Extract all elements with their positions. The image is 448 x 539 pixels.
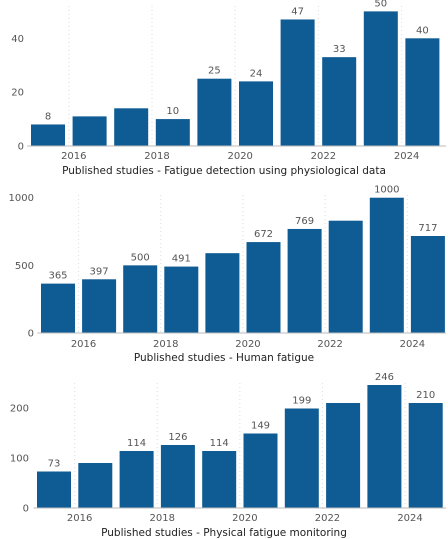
data-label: 672 (254, 229, 273, 240)
x-tick-label: 2016 (61, 151, 86, 162)
bar (405, 38, 440, 146)
data-label: 73 (48, 459, 61, 470)
bar (82, 279, 117, 333)
data-label: 50 (374, 0, 387, 9)
data-label: 24 (250, 68, 263, 79)
data-label: 47 (291, 6, 304, 17)
bar (119, 451, 154, 508)
y-tick-label: 40 (11, 34, 24, 45)
y-tick-label: 0 (23, 504, 29, 515)
bar (326, 403, 361, 508)
x-tick-label: 2020 (227, 151, 252, 162)
bar (287, 228, 322, 333)
bar (408, 403, 443, 508)
x-tick-label: 2024 (394, 151, 419, 162)
data-label: 149 (251, 421, 270, 432)
chart-2: 0 500 1000 365 397 500 491 672 769 1000 717 2016 201… (9, 185, 446, 364)
data-label: 717 (418, 223, 437, 234)
bar (31, 124, 65, 146)
data-label: 114 (210, 438, 229, 449)
bar (37, 471, 71, 508)
data-label: 500 (131, 252, 150, 263)
bar (410, 235, 445, 333)
bar (205, 253, 240, 333)
bar (328, 220, 363, 333)
chart-title: Published studies - Fatigue detection us… (62, 165, 386, 177)
bar (280, 19, 315, 146)
data-label: 25 (208, 66, 221, 77)
x-tick-label: 2024 (397, 513, 422, 524)
y-tick-label: 0 (18, 142, 24, 153)
chart-1: 0 20 40 8 10 25 24 47 33 50 40 2016 2018 2020 2022 2024… (11, 0, 446, 177)
bar (202, 451, 237, 508)
chart-3: 0 100 200 73 114 126 114 149 199 246 210 2016 2018 20… (10, 372, 446, 539)
x-tick-label: 2022 (315, 513, 340, 524)
bar (243, 433, 278, 508)
data-label: 10 (166, 106, 179, 117)
data-label: 246 (375, 372, 394, 383)
bar (246, 242, 281, 333)
bar (164, 266, 199, 333)
data-label: 8 (45, 111, 51, 122)
y-tick-label: 200 (10, 404, 29, 415)
data-label: 769 (295, 216, 314, 227)
x-tick-label: 2016 (71, 339, 96, 350)
bar (367, 385, 402, 508)
bar (239, 81, 273, 146)
chart-title: Published studies - Human fatigue (134, 352, 314, 364)
y-tick-label: 100 (10, 454, 29, 465)
x-tick-label: 2024 (400, 339, 425, 350)
chart-title: Published studies - Physical fatigue mon… (101, 527, 347, 539)
bar (197, 78, 232, 146)
x-tick-label: 2020 (232, 513, 257, 524)
data-label: 40 (416, 25, 429, 36)
bar (123, 265, 158, 333)
bar (363, 11, 398, 147)
x-tick-label: 2022 (311, 151, 336, 162)
x-tick-label: 2018 (150, 513, 175, 524)
bar (114, 108, 149, 146)
x-tick-label: 2016 (67, 513, 92, 524)
y-tick-label: 20 (11, 88, 24, 99)
data-label: 397 (90, 266, 109, 277)
bar (155, 119, 190, 146)
data-label: 491 (172, 254, 191, 265)
data-label: 365 (48, 271, 67, 282)
bar (284, 408, 319, 508)
y-tick-label: 0 (28, 329, 34, 340)
y-tick-label: 500 (15, 261, 34, 272)
y-tick-label: 1000 (9, 193, 34, 204)
data-label: 210 (416, 390, 435, 401)
x-tick-label: 2022 (317, 339, 342, 350)
data-label: 114 (127, 438, 146, 449)
x-tick-label: 2018 (153, 339, 178, 350)
bar (41, 283, 75, 333)
data-label: 33 (333, 44, 346, 55)
data-label: 1000 (374, 185, 399, 196)
bar (78, 463, 113, 508)
x-tick-label: 2020 (235, 339, 260, 350)
bar (160, 445, 195, 508)
data-label: 126 (168, 432, 187, 443)
x-tick-label: 2018 (144, 151, 169, 162)
bar (322, 57, 357, 146)
bar (369, 197, 404, 333)
bar (72, 116, 107, 146)
data-label: 199 (292, 396, 311, 407)
